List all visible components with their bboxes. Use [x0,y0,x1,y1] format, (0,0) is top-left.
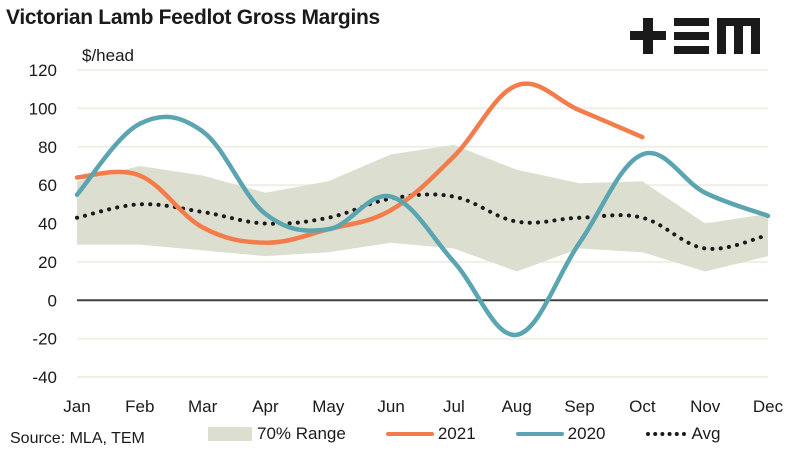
series-line-2021 [74,81,645,245]
x-tick-label: Jan [63,397,90,416]
y-tick-label: 40 [38,215,57,234]
y-tick-label: 100 [29,99,57,118]
legend-label-range: 70% Range [257,424,346,443]
x-tick-label: Nov [690,397,721,416]
legend-label-avg: Avg [691,424,721,443]
legend: 70% Range 2021 2020 Avg [208,424,761,444]
chart-title: Victorian Lamb Feedlot Gross Margins [6,6,380,29]
x-tick-labels: Jan Feb Mar Apr May Jun Jul Aug Sep Oct Nov Dec [63,397,783,416]
series-line-2020 [74,114,771,338]
legend-swatch-2020 [515,432,564,436]
legend-item-2021: 2021 [385,424,476,444]
legend-item-range: 70% Range [208,424,346,444]
tem-logo-icon [630,18,760,54]
x-tick-label: Feb [125,397,154,416]
y-tick-label: -20 [32,330,57,349]
y-tick-label: 0 [48,291,57,310]
x-tick-label: Aug [502,397,532,416]
x-tick-label: May [312,397,345,416]
legend-item-2020: 2020 [515,424,606,444]
x-tick-label: Jun [377,397,404,416]
series-line-avg [75,192,770,251]
legend-label-2020: 2020 [567,424,606,443]
x-tick-label: Mar [188,397,218,416]
y-tick-label: 20 [38,253,57,272]
tem-logo [630,18,762,59]
series-lines [74,81,771,338]
legend-swatch-range [208,427,252,441]
y-tick-label: 80 [38,138,57,157]
x-tick-label: Dec [753,397,784,416]
x-tick-label: Apr [252,397,279,416]
source-note: Source: MLA, TEM [10,430,145,447]
legend-label-2021: 2021 [437,424,476,443]
legend-swatch-avg [645,432,686,436]
legend-item-avg: Avg [645,424,721,444]
legend-swatch-2021 [385,432,434,436]
y-tick-labels: 120 100 80 60 40 20 0 -20 -40 [29,61,57,387]
x-tick-label: Jul [443,397,465,416]
x-tick-label: Oct [629,397,656,416]
y-tick-label: -40 [32,368,57,387]
x-tick-label: Sep [564,397,594,416]
y-tick-label: 60 [38,176,57,195]
y-axis-label: $/head [82,46,134,65]
y-tick-label: 120 [29,61,57,80]
